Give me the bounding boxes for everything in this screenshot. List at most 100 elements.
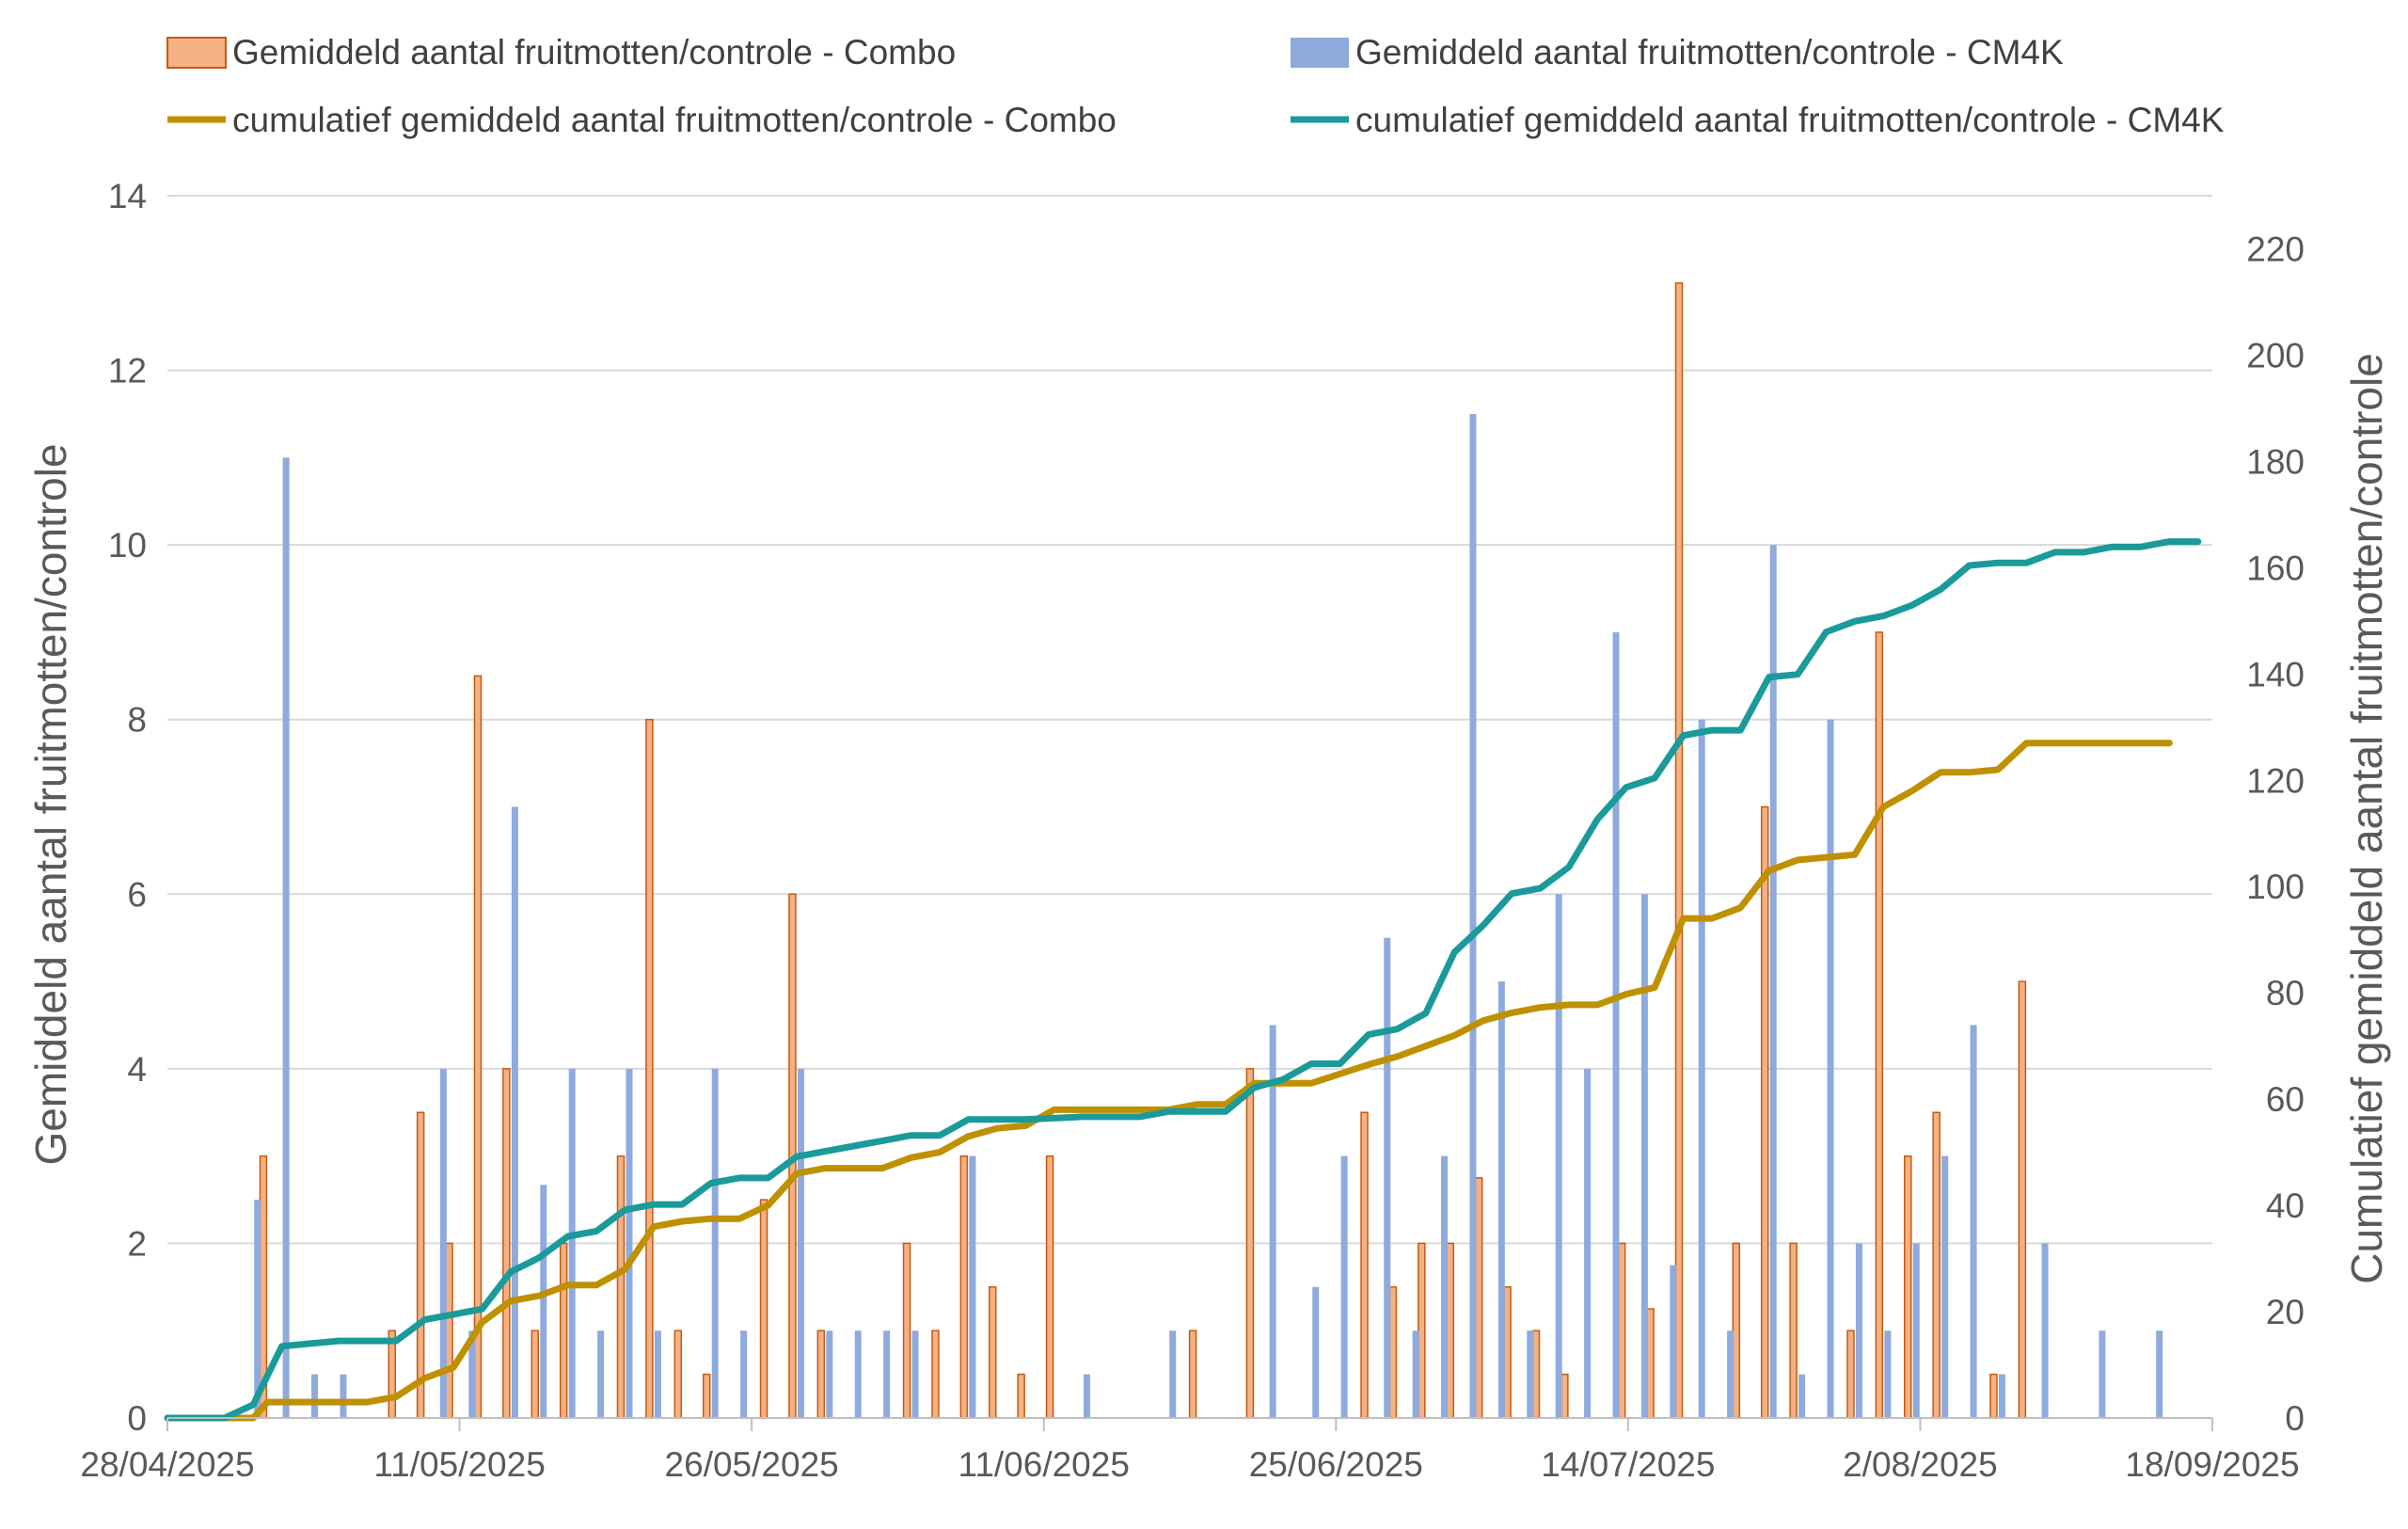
x-tick-label: 25/06/2025 (1249, 1445, 1423, 1484)
legend-label-combo-bar: Gemiddeld aantal fruitmotten/controle - … (232, 33, 956, 72)
y-left-tick-label: 14 (108, 177, 147, 215)
bar-combo (1560, 1373, 1569, 1419)
bar-cm4k (797, 1068, 804, 1418)
legend-label-cm4k-line: cumulatief gemiddeld aantal fruitmotten/… (1355, 101, 2225, 139)
bar-cm4k (969, 1155, 976, 1418)
x-tick-label: 11/06/2025 (958, 1445, 1129, 1484)
bar-cm4k (1169, 1330, 1177, 1418)
y-left-tick-label: 8 (127, 701, 147, 740)
y-right-tick-label: 80 (2266, 974, 2305, 1012)
bar-cm4k (1640, 894, 1648, 1418)
y-right-tick-label: 140 (2246, 655, 2305, 693)
bar-combo (816, 1330, 826, 1419)
bar-cm4k (282, 457, 290, 1418)
bar-cm4k (1698, 719, 1705, 1418)
bar-cm4k (1970, 1025, 1977, 1418)
bar-combo (1531, 1330, 1541, 1419)
legend-swatch-combo-bar (166, 37, 227, 69)
bar-cm4k (1855, 1243, 1862, 1418)
x-tick-label: 28/04/2025 (80, 1445, 254, 1484)
bar-combo (1245, 1068, 1255, 1419)
legend-label-cm4k-bar: Gemiddeld aantal fruitmotten/controle - … (1355, 33, 2064, 72)
bar-cm4k (1827, 719, 1834, 1418)
bar-combo (1017, 1373, 1025, 1419)
bar-combo (1388, 1286, 1398, 1419)
x-tick-label: 11/05/2025 (373, 1445, 545, 1484)
bar-combo (1360, 1111, 1369, 1419)
bar-combo (1646, 1308, 1655, 1419)
y-right-tick-label: 200 (2246, 336, 2305, 374)
bars (254, 282, 2163, 1419)
y-left-tick-label: 4 (127, 1050, 147, 1089)
bar-cm4k (254, 1200, 261, 1418)
bar-combo (1446, 1242, 1455, 1419)
bar-combo (759, 1199, 768, 1419)
y-right-tick-label: 180 (2246, 442, 2305, 481)
bar-combo (1045, 1155, 1054, 1419)
y-axis-left-title: Gemiddeld aantal fruitmotten/controle (26, 443, 75, 1165)
bar-combo (989, 1286, 997, 1419)
bar-combo (1789, 1242, 1798, 1419)
bar-combo (559, 1242, 568, 1419)
y-right-tick-label: 160 (2246, 549, 2305, 587)
bar-cm4k (740, 1330, 748, 1418)
bar-combo (1418, 1242, 1426, 1419)
bar-cm4k (1670, 1265, 1677, 1418)
bar-cm4k (1312, 1286, 1320, 1418)
bar-cm4k (911, 1330, 919, 1418)
bar-combo (959, 1155, 969, 1419)
line-cumulative-cm4k (164, 538, 2202, 1422)
bar-combo (1617, 1242, 1626, 1419)
bar-combo (931, 1330, 940, 1419)
x-tick-label: 14/07/2025 (1541, 1445, 1715, 1484)
bar-cm4k (2099, 1330, 2106, 1418)
bar-combo (1760, 805, 1769, 1419)
bar-cm4k (511, 806, 518, 1418)
bar-combo (1188, 1330, 1197, 1419)
bar-combo (645, 718, 654, 1419)
bar-cm4k (1384, 937, 1391, 1418)
bar-cm4k (1269, 1025, 1276, 1418)
bar-cm4k (439, 1068, 447, 1418)
y-left-tick-label: 0 (127, 1399, 147, 1438)
bar-cm4k (1340, 1155, 1348, 1418)
bar-cm4k (1412, 1330, 1419, 1418)
bar-combo (1474, 1177, 1483, 1419)
y-axis-right-title: Cumulatief gemiddeld aantal fruitmotten/… (2342, 353, 2391, 1284)
y-right-tick-label: 0 (2285, 1399, 2305, 1438)
bar-combo (445, 1242, 453, 1419)
bar-cm4k (1441, 1155, 1449, 1418)
bar-cm4k (1727, 1330, 1735, 1418)
bar-cm4k (1769, 545, 1777, 1418)
bar-combo (1875, 631, 1884, 1419)
line-cumulative-combo (164, 740, 2173, 1422)
bar-combo (1989, 1373, 1998, 1419)
bar-cm4k (1612, 631, 1620, 1418)
bar-combo (2018, 980, 2027, 1419)
y-right-tick-label: 100 (2246, 868, 2305, 906)
y-left-tick-label: 12 (108, 352, 147, 390)
bar-cm4k (654, 1330, 661, 1418)
bar-combo (1674, 282, 1684, 1419)
y-right-tick-label: 220 (2246, 230, 2305, 268)
bar-cm4k (468, 1330, 476, 1418)
y-right-tick-label: 60 (2266, 1080, 2305, 1119)
axes: 0246810121402040608010012014016018020022… (80, 177, 2305, 1484)
legend: Gemiddeld aantal fruitmotten/controle - … (166, 33, 2225, 139)
bar-cm4k (1941, 1155, 1949, 1418)
bar-combo (673, 1330, 683, 1419)
bar-cm4k (1469, 413, 1477, 1418)
x-tick-label: 26/05/2025 (665, 1445, 839, 1484)
bar-cm4k (1912, 1243, 1920, 1418)
bar-combo (1932, 1111, 1941, 1419)
bar-cm4k (340, 1374, 347, 1418)
bar-cm4k (597, 1330, 605, 1418)
bar-combo (1732, 1242, 1741, 1419)
bar-combo (502, 1068, 511, 1419)
x-tick-label: 2/08/2025 (1843, 1445, 1998, 1484)
bar-cm4k (826, 1330, 833, 1418)
x-tick-label: 18/09/2025 (2125, 1445, 2299, 1484)
bar-cm4k (2041, 1243, 2049, 1418)
bar-combo (616, 1155, 626, 1419)
